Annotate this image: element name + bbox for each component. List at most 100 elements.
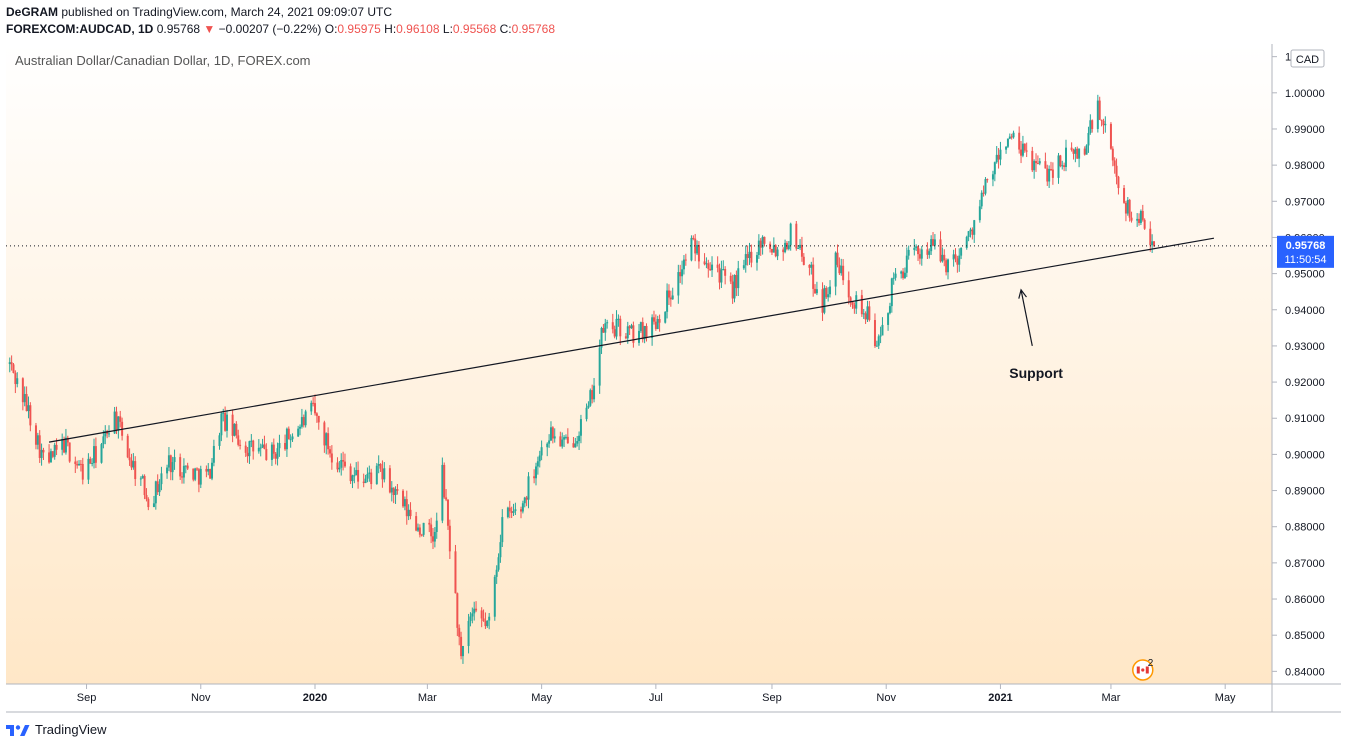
candle-body <box>630 325 633 329</box>
candle-body <box>1076 148 1079 159</box>
candle-body <box>716 264 719 268</box>
candle-body <box>61 439 64 450</box>
candle-body <box>1046 168 1049 182</box>
candle-body <box>523 497 526 504</box>
candle-body <box>879 335 882 337</box>
price-tick-label: 0.85000 <box>1285 630 1325 642</box>
price-tick-label: 1.00000 <box>1285 88 1325 100</box>
candle-body <box>211 462 214 479</box>
candle-body <box>913 247 916 250</box>
economic-events-badge[interactable]: 2 <box>1132 658 1154 681</box>
candle-body <box>696 244 699 254</box>
author-name[interactable]: DeGRAM <box>6 5 59 19</box>
candle-body <box>1064 147 1067 168</box>
candle-body <box>362 481 365 484</box>
candle-body <box>770 248 773 253</box>
candle-body <box>538 455 541 462</box>
candle-body <box>632 325 635 343</box>
candle-body <box>1091 120 1094 129</box>
candle-body <box>441 464 444 521</box>
candle-body <box>467 620 470 646</box>
currency-badge[interactable]: CAD <box>1290 49 1325 68</box>
candle-body <box>566 436 569 444</box>
candle-body <box>501 517 504 543</box>
candle-body <box>917 246 920 255</box>
candle-body <box>21 378 24 403</box>
last-price-tag: 0.95768 11:50:54 <box>1277 235 1334 268</box>
candle-body <box>199 468 202 485</box>
candle-body <box>141 475 144 479</box>
candle-body <box>34 425 37 445</box>
candle-body <box>585 407 588 420</box>
candle-body <box>139 478 142 480</box>
candle-body <box>1031 150 1034 171</box>
candle-body <box>742 265 745 269</box>
candle-body <box>564 436 567 438</box>
currency-badge-label: CAD <box>1296 54 1319 66</box>
chart-pane-background <box>6 44 1272 684</box>
candle-body <box>578 435 581 442</box>
candle-body <box>364 478 367 484</box>
candle-body <box>995 154 998 163</box>
candle-body <box>158 484 161 493</box>
candle-body <box>405 499 408 517</box>
candle-body <box>755 255 758 263</box>
candle-body <box>499 542 502 558</box>
footer-brand[interactable]: TradingView <box>6 722 107 737</box>
support-trendline[interactable] <box>48 237 1215 443</box>
candle-body <box>1072 150 1075 154</box>
candle-body <box>984 179 987 194</box>
candle-body <box>902 271 905 278</box>
candle-body <box>849 297 852 302</box>
candle-body <box>746 254 749 259</box>
candle-body <box>551 427 554 439</box>
candle-body <box>703 261 706 265</box>
candle-body <box>548 440 551 444</box>
price-tick-label: 0.99000 <box>1285 124 1325 136</box>
candle-body <box>799 244 802 249</box>
candle-body <box>287 428 290 440</box>
candle-body <box>918 254 921 259</box>
candle-body <box>381 468 384 480</box>
support-arrow[interactable] <box>1018 288 1033 347</box>
candle-body <box>892 277 895 279</box>
candle-body <box>877 336 880 346</box>
candle-body <box>840 265 843 274</box>
candle-body <box>147 499 150 508</box>
candle-body <box>417 527 420 531</box>
candle-body <box>553 436 556 439</box>
candle-body <box>325 433 328 446</box>
candle-body <box>1130 217 1133 221</box>
time-tick-label: 2020 <box>303 692 327 704</box>
candle-body <box>392 487 395 495</box>
price-axis[interactable] <box>1273 44 1341 712</box>
candle-body <box>475 608 478 611</box>
candle-body <box>815 289 818 294</box>
candle-body <box>152 503 155 508</box>
candle-body <box>394 489 397 495</box>
candle-body <box>403 499 406 507</box>
candle-body <box>87 458 90 480</box>
candle-body <box>108 433 111 435</box>
candle-body <box>536 461 539 467</box>
time-tick-label: Nov <box>876 692 896 704</box>
candle-body <box>23 394 26 403</box>
candle-body <box>506 507 509 518</box>
candle-body <box>572 443 575 448</box>
flag-right-bar <box>1145 666 1149 674</box>
candle-body <box>735 274 738 289</box>
candle-body <box>79 463 82 465</box>
candle-body <box>821 289 824 313</box>
candle-body <box>920 249 923 259</box>
candle-body <box>1025 150 1028 152</box>
candle-body <box>615 318 618 337</box>
candle-body <box>789 223 792 246</box>
candle-body <box>956 258 959 265</box>
candle-body <box>225 414 228 431</box>
candle-body <box>823 287 826 313</box>
candle-body <box>814 288 817 294</box>
candle-body <box>64 437 67 453</box>
time-tick-label: Mar <box>1101 692 1120 704</box>
candle-body <box>182 465 185 478</box>
